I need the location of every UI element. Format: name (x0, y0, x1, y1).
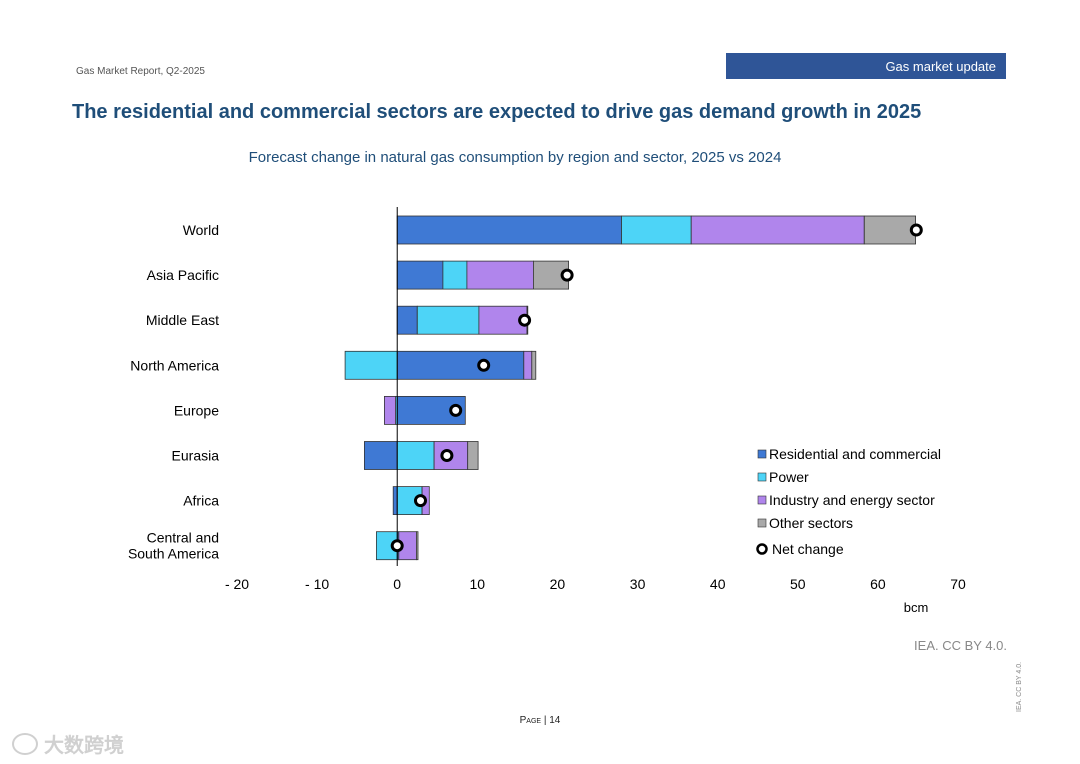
x-tick-label: - 10 (305, 576, 329, 592)
category-label: Middle East (146, 312, 219, 328)
category-label: Asia Pacific (147, 267, 219, 283)
net-change-marker (909, 223, 923, 237)
legend-label: Net change (772, 541, 844, 557)
x-tick-label: 50 (790, 576, 806, 592)
legend-swatch (757, 472, 767, 482)
watermark-text: 大数跨境 (44, 735, 124, 757)
bar-segment-1-row-6 (363, 441, 398, 470)
x-tick-label: 70 (950, 576, 966, 592)
category-label: Europe (174, 402, 219, 418)
section-banner: Gas market update (726, 53, 1006, 79)
net-change-marker (414, 494, 427, 508)
x-tick-label: 60 (870, 576, 886, 592)
net-change-marker (440, 449, 454, 462)
page-number-value: | 14 (543, 715, 561, 726)
bar-segment-4-row-6 (467, 441, 479, 470)
bar-segment-2-row-2 (442, 260, 468, 290)
x-tick-label: 40 (710, 576, 726, 592)
x-tick-label: 30 (630, 576, 646, 592)
legend-label: Residential and commercial (769, 446, 941, 462)
x-tick-label: - 20 (225, 576, 249, 592)
legend-net-change-marker (756, 543, 768, 555)
x-tick-label: 20 (550, 576, 566, 592)
bar-segment-3-row-1 (690, 215, 865, 245)
legend-swatch (757, 449, 767, 459)
net-change-marker (477, 358, 491, 372)
net-change-marker (390, 539, 404, 553)
legend-label: Industry and energy sector (769, 492, 935, 508)
bar-segment-1-row-4 (396, 350, 525, 380)
page-title: The residential and commercial sectors a… (72, 101, 922, 123)
x-tick-label: 0 (393, 576, 401, 592)
category-label: Eurasia (172, 448, 220, 464)
net-change-marker (449, 403, 463, 417)
category-label: World (183, 222, 219, 238)
category-label: Africa (183, 493, 219, 509)
x-tick-label: 10 (470, 576, 486, 592)
bar-segment-1-row-1 (396, 215, 622, 245)
legend-swatch (757, 495, 767, 505)
bar-segment-2-row-4 (344, 350, 398, 380)
bar-segment-4-row-8 (415, 531, 419, 561)
bar-segment-1-row-7 (392, 486, 398, 516)
page-prefix: Page (519, 715, 542, 726)
category-label: Central and South America (128, 530, 219, 562)
category-label: North America (130, 357, 219, 373)
bar-segment-2-row-1 (621, 215, 692, 245)
bar-segment-4-row-4 (531, 350, 537, 380)
x-axis-label: bcm (904, 600, 929, 615)
bar-segment-1-row-2 (396, 260, 444, 290)
bar-segment-1-row-3 (396, 305, 418, 335)
watermark: 大数跨境 (12, 729, 124, 758)
page-number: Page | 14 (0, 715, 1080, 726)
bar-segment-3-row-2 (466, 260, 534, 290)
chart-title: Forecast change in natural gas consumpti… (248, 149, 782, 166)
bar-segment-3-row-5 (383, 395, 396, 425)
legend-swatch (757, 518, 767, 528)
bar-segment-2-row-3 (416, 305, 480, 335)
watermark-logo-icon (12, 732, 38, 755)
side-note: IEA. CC BY 4.0. (1016, 661, 1023, 712)
legend-label: Power (769, 469, 809, 485)
net-change-marker (518, 313, 532, 327)
source-credit: IEA. CC BY 4.0. (914, 638, 1007, 653)
bar-segment-3-row-4 (523, 350, 533, 380)
bar-segment-2-row-6 (396, 441, 435, 470)
bar-segment-4-row-1 (863, 215, 916, 245)
report-label: Gas Market Report, Q2-2025 (76, 66, 205, 77)
net-change-marker (560, 268, 574, 282)
legend-label: Other sectors (769, 515, 853, 531)
